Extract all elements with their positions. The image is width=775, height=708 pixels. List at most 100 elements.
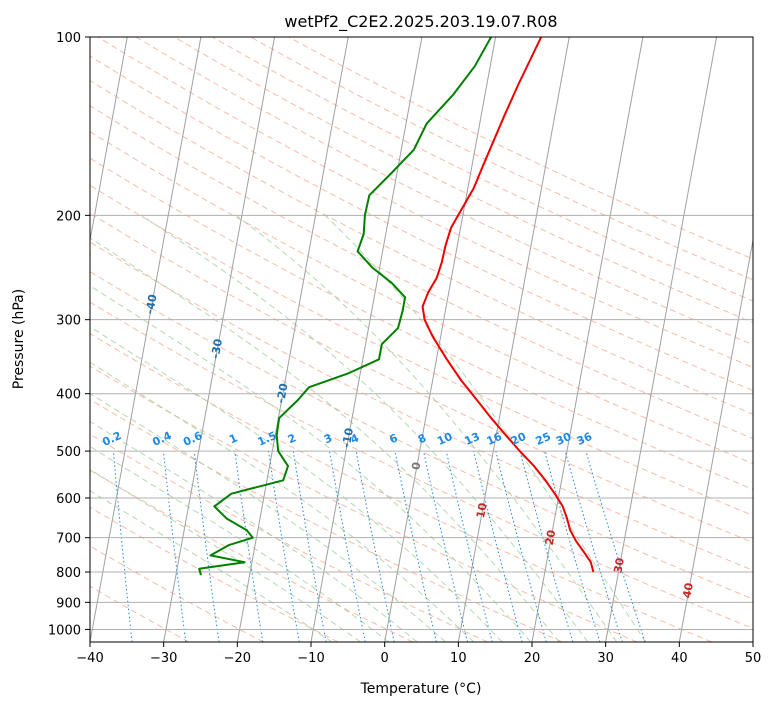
dry-adiabat [135, 37, 753, 346]
moist-adiabat [90, 445, 390, 642]
isotherm-line [90, 37, 128, 243]
isotherm-label: -30 [209, 337, 225, 359]
mixing-ratio-label: 20 [509, 430, 529, 448]
series-layer [198, 37, 595, 576]
mixing-ratio-line [234, 451, 264, 642]
mixing-ratio-label: 25 [534, 430, 553, 448]
x-tick-label: 50 [745, 651, 762, 666]
dewpoint-profile-line [198, 37, 492, 576]
isotherm-label: 10 [474, 501, 490, 519]
isotherm-line [163, 37, 276, 642]
mixing-ratio-line [112, 451, 133, 642]
mixing-ratio-line [292, 451, 327, 642]
dry-adiabat [97, 37, 753, 368]
isotherm-label: -50 [78, 248, 94, 270]
y-axis: 100 200 300 400 500 600 700 800 900 1000 [48, 31, 90, 638]
y-tick-label: 200 [56, 209, 81, 224]
y-tick-label: 400 [56, 388, 81, 403]
isotherm-line [605, 37, 718, 642]
isotherm-line [752, 639, 753, 642]
moist-adiabat [324, 214, 647, 642]
plot-frame [89, 36, 754, 643]
isotherm-line [236, 37, 349, 642]
moist-adiabat [235, 214, 618, 642]
mixing-ratio-line [423, 450, 468, 642]
isotherm-line [384, 37, 497, 642]
isotherm-line [531, 37, 644, 642]
dry-adiabat [90, 365, 638, 642]
isotherm-line [457, 37, 570, 642]
mixing-ratio-label: 30 [554, 430, 574, 448]
pressure-gridlines [90, 37, 753, 630]
moist-adiabat [90, 237, 560, 642]
chart-title: wetPf2_C2E2.2025.203.19.07.R08 [284, 12, 557, 32]
mixing-ratio-label: 0.2 [100, 429, 123, 449]
mixing-ratio-label: 0.4 [150, 429, 173, 449]
dry-adiabat [90, 105, 753, 440]
mixing-ratio-label: 16 [485, 430, 505, 448]
background-line-labels: -100-90-80-70-60-50-40-30-20-10010203040… [12, 204, 696, 599]
mixing-ratio-line [329, 451, 366, 642]
mixing-ratio-line [473, 450, 523, 642]
dry-adiabat [90, 398, 563, 642]
dry-adiabat [90, 433, 488, 642]
isotherm-label: -10 [340, 427, 356, 449]
mixing-ratio-line [193, 451, 220, 642]
x-tick-label: −20 [224, 651, 251, 666]
mixing-ratio-line [495, 450, 547, 642]
isotherm-label: -40 [143, 293, 159, 315]
isotherm-label: 40 [680, 581, 696, 599]
dry-adiabat [212, 37, 753, 302]
dry-adiabat [90, 131, 753, 465]
mixing-ratio-line [162, 451, 187, 642]
mixing-ratio-line [445, 450, 493, 642]
isotherm-label: -60 [12, 204, 28, 226]
x-tick-label: −10 [297, 651, 324, 666]
mixing-ratio-label: 10 [435, 430, 455, 448]
x-tick-label: 20 [524, 651, 541, 666]
x-tick-label: 0 [381, 651, 389, 666]
dry-adiabat [90, 301, 753, 630]
x-tick-label: −40 [76, 651, 103, 666]
moist-adiabat [90, 326, 503, 642]
mixing-ratio-label: 8 [416, 431, 428, 446]
y-tick-label: 900 [56, 596, 81, 611]
mixing-ratio-line [519, 450, 574, 642]
isotherm-label: -20 [274, 382, 290, 404]
dry-adiabat [174, 37, 753, 324]
x-tick-label: 10 [450, 651, 467, 666]
mixing-ratio-line [585, 450, 646, 642]
y-tick-label: 1000 [48, 623, 81, 638]
x-axis-label: Temperature (°C) [360, 681, 482, 697]
dry-adiabat [90, 333, 712, 642]
mixing-ratio-label: 6 [387, 431, 400, 446]
mixing-ratio-line [355, 451, 395, 642]
moist-adiabat [90, 490, 333, 642]
y-axis-label: Pressure (hPa) [11, 289, 27, 389]
dry-adiabat [90, 271, 753, 600]
mixing-ratio-line [394, 451, 437, 642]
dry-adiabat [90, 506, 339, 642]
y-tick-label: 600 [56, 492, 81, 507]
dry-adiabat [250, 37, 753, 281]
temperature-profile-line [421, 37, 595, 573]
mixing-ratio-label: 13 [463, 430, 482, 448]
isotherm-label: 20 [543, 529, 559, 547]
mixing-ratio-label: 1.5 [256, 429, 279, 449]
isotherm-line [310, 37, 423, 642]
dry-adiabat [90, 469, 414, 642]
y-tick-label: 700 [56, 532, 81, 547]
moist-adiabat [90, 285, 532, 642]
mixing-ratio-label: 1 [227, 431, 239, 446]
isotherm-line [90, 37, 202, 642]
dry-adiabat [90, 212, 753, 544]
y-tick-label: 800 [56, 566, 81, 581]
mixing-ratio-label: 3 [322, 431, 334, 446]
isotherm-label: 30 [611, 556, 627, 574]
dry-adiabat [90, 585, 190, 642]
background-lines [90, 37, 753, 642]
moist-adiabat [141, 214, 589, 642]
x-axis: −40 −30 −20 −10 0 10 20 30 40 50 [76, 642, 761, 666]
y-tick-label: 300 [56, 314, 81, 329]
